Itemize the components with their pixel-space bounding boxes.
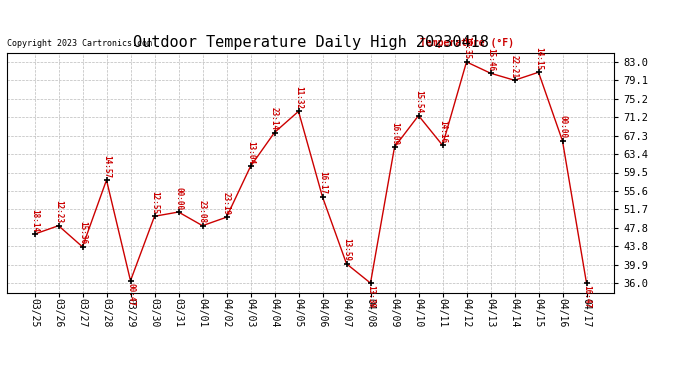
Text: 16:17: 16:17	[318, 171, 327, 195]
Text: 13:04: 13:04	[246, 141, 255, 164]
Text: 23:08: 23:08	[198, 200, 207, 223]
Text: 23:14: 23:14	[270, 107, 279, 130]
Text: 14:15: 14:15	[534, 47, 543, 70]
Text: 12:55: 12:55	[150, 191, 159, 214]
Text: 23:19: 23:19	[222, 192, 231, 215]
Text: 13:59: 13:59	[342, 238, 351, 261]
Text: 00:00: 00:00	[174, 186, 183, 210]
Text: 15:54: 15:54	[414, 90, 423, 113]
Text: 14:57: 14:57	[102, 154, 111, 178]
Text: Temperature (°F): Temperature (°F)	[420, 38, 514, 48]
Text: 15:36: 15:36	[78, 221, 87, 245]
Text: 00:00: 00:00	[558, 116, 567, 139]
Text: 16:09: 16:09	[390, 122, 399, 145]
Text: 22:21: 22:21	[510, 55, 519, 78]
Text: 13:39: 13:39	[366, 285, 375, 309]
Text: 00:47: 00:47	[126, 283, 135, 306]
Text: 11:32: 11:32	[294, 86, 303, 109]
Text: 18:14: 18:14	[30, 209, 39, 232]
Text: Copyright 2023 Cartronics.com: Copyright 2023 Cartronics.com	[7, 39, 152, 48]
Text: 12:23: 12:23	[54, 200, 63, 223]
Text: 15:35: 15:35	[462, 36, 471, 60]
Title: Outdoor Temperature Daily High 20230418: Outdoor Temperature Daily High 20230418	[132, 35, 489, 50]
Text: 14:16: 14:16	[438, 120, 447, 143]
Text: 15:46: 15:46	[486, 48, 495, 71]
Text: 16:47: 16:47	[582, 285, 591, 309]
